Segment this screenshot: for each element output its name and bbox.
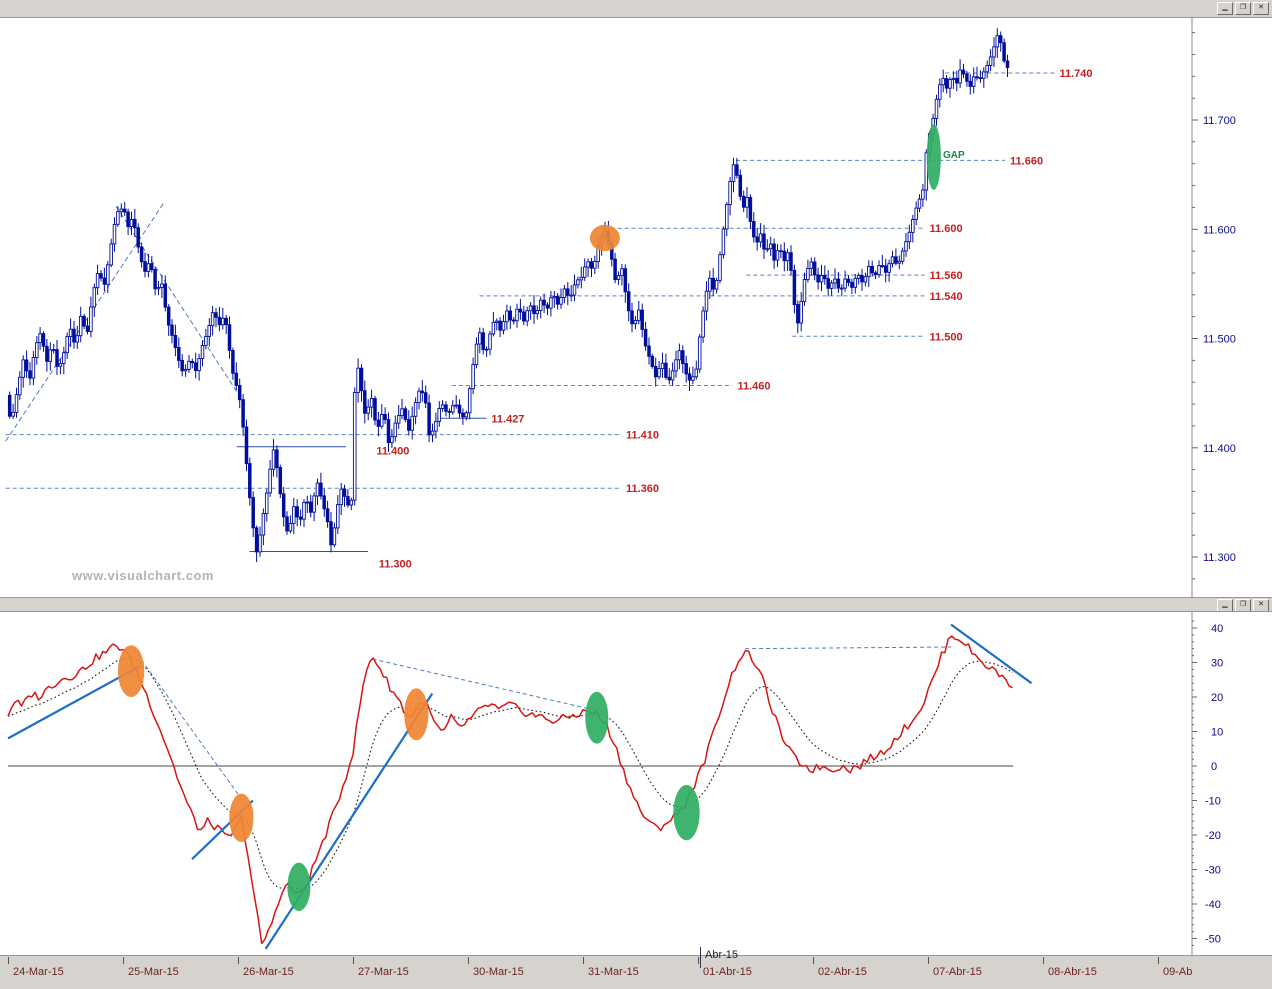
candles (7, 28, 1010, 563)
level-label: 11.540 (930, 291, 963, 303)
month-marker-label: Abr-15 (705, 949, 739, 961)
date-label: 26-Mar-15 (243, 966, 294, 978)
macd-axis-label: 30 (1211, 658, 1223, 670)
date-label: 30-Mar-15 (473, 966, 524, 978)
macd-axis-label: -20 (1205, 830, 1221, 842)
orange-ellipse-annotation[interactable] (229, 793, 254, 842)
maximize-icon[interactable]: ❐ (1235, 2, 1251, 15)
date-tick (123, 957, 124, 964)
trendline (7, 664, 141, 740)
level-label: 11.740 (1060, 68, 1093, 80)
date-tick (813, 957, 814, 964)
macd-axis-label: 20 (1211, 692, 1223, 704)
date-label: 09-Abr-15 (1163, 966, 1192, 978)
macd-dashed-lines[interactable] (132, 646, 952, 801)
divergence-line (745, 646, 952, 650)
macd-annotations[interactable] (117, 645, 700, 911)
macd-axis-label: 0 (1211, 761, 1217, 773)
date-tick (928, 957, 929, 964)
macd-axis-label: 40 (1211, 623, 1223, 635)
date-tick (1043, 957, 1044, 964)
date-label: 31-Mar-15 (588, 966, 639, 978)
close-icon[interactable]: ✕ (1253, 2, 1269, 15)
macd-axis-label: -40 (1205, 899, 1221, 911)
price-y-axis[interactable]: 11.700 11.600 11.500 11.400 11.300 (1191, 18, 1236, 597)
macd-chart[interactable]: 40 30 20 10 0 -10 -20 -30 -40 -50 (0, 612, 1272, 955)
month-marker-tick (700, 947, 701, 968)
level-label: 11.400 (376, 446, 409, 458)
price-trendlines[interactable] (5, 201, 246, 442)
date-label: 08-Abr-15 (1048, 966, 1097, 978)
level-label: 11.560 (930, 270, 963, 282)
trendline (950, 623, 1033, 685)
level-label: 11.410 (626, 430, 659, 442)
minimize-icon[interactable]: ▁ (1217, 2, 1233, 15)
watermark: www.visualchart.com (71, 568, 214, 583)
date-axis-labels: 24-Mar-15 25-Mar-15 26-Mar-15 27-Mar-15 30-M… (0, 956, 1192, 989)
macd-axis-label: -50 (1205, 934, 1221, 946)
minimize-icon[interactable]: ▁ (1217, 599, 1233, 611)
macd-trendlines[interactable] (7, 623, 1033, 950)
price-axis-label: 11.300 (1203, 552, 1236, 564)
price-axis-label: 11.500 (1203, 334, 1236, 346)
orange-ellipse-annotation[interactable] (404, 688, 429, 741)
level-label: 11.460 (738, 380, 771, 392)
macd-panel-header: MACD_,.IBEX MACD: 22,6225 MediaSIG: 26,6… (0, 597, 1272, 612)
green-ellipse-annotation[interactable] (926, 124, 941, 190)
trendline (264, 692, 434, 950)
level-label: 11.427 (491, 413, 524, 425)
divergence-line (132, 648, 244, 801)
macd-window-controls: ▁ ❐ ✕ (1217, 599, 1269, 611)
macd-y-axis[interactable]: 40 30 20 10 0 -10 -20 -30 -40 -50 (1191, 612, 1223, 955)
divergence-line (372, 658, 599, 712)
date-label: 02-Abr-15 (818, 966, 867, 978)
green-ellipse-annotation[interactable] (585, 691, 609, 744)
level-label: 11.360 (626, 483, 659, 495)
trendline (115, 206, 246, 405)
date-tick (238, 957, 239, 964)
orange-ellipse-annotation[interactable] (117, 645, 145, 697)
date-tick (583, 957, 584, 964)
price-annotations[interactable]: GAP (589, 124, 965, 252)
orange-ellipse-annotation[interactable] (589, 224, 620, 252)
level-label: 11.660 (1010, 155, 1043, 167)
macd-line (7, 635, 1013, 945)
date-label: 27-Mar-15 (358, 966, 409, 978)
date-tick (353, 957, 354, 964)
price-axis-label: 11.700 (1203, 115, 1236, 127)
signal-line (7, 656, 1013, 890)
date-tick (468, 957, 469, 964)
maximize-icon[interactable]: ❐ (1235, 599, 1251, 611)
price-chart[interactable]: www.visualchart.com11.74011.66011.60011.… (0, 18, 1272, 597)
price-window-controls: ▁ ❐ ✕ (1217, 2, 1269, 15)
date-tick (698, 957, 699, 964)
price-levels[interactable]: 11.740 11.660 11.600 11.560 11.540 11.500 11.4… (5, 68, 1093, 571)
date-label: 24-Mar-15 (13, 966, 64, 978)
price-axis-label: 11.400 (1203, 443, 1236, 455)
date-tick (8, 957, 9, 964)
date-label: 01-Abr-15 (703, 966, 752, 978)
green-ellipse-annotation[interactable] (673, 785, 700, 841)
price-axis-label: 11.600 (1203, 224, 1236, 236)
date-label: 25-Mar-15 (128, 966, 179, 978)
macd-axis-label: 10 (1211, 727, 1223, 739)
date-label: 07-Abr-15 (933, 966, 982, 978)
date-tick (1158, 957, 1159, 964)
price-panel-header: .IBEX - IBEX 35 INDEX - 15 m Dif, %: 0,9… (0, 0, 1272, 18)
macd-axis-label: -30 (1205, 865, 1221, 877)
macd-axis-label: -10 (1205, 796, 1221, 808)
level-label: 11.300 (379, 559, 412, 571)
level-label: 11.500 (930, 331, 963, 343)
level-label: 11.600 (930, 223, 963, 235)
close-icon[interactable]: ✕ (1253, 599, 1269, 611)
gap-label: GAP (943, 150, 965, 161)
green-ellipse-annotation[interactable] (287, 862, 311, 911)
date-axis[interactable]: 24-Mar-15 25-Mar-15 26-Mar-15 27-Mar-15 30-M… (0, 955, 1272, 989)
